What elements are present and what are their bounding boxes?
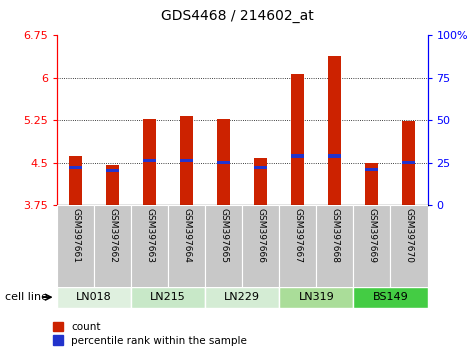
- Bar: [205, 205, 242, 289]
- Text: GSM397664: GSM397664: [182, 208, 191, 263]
- Bar: [353, 205, 390, 289]
- Bar: [69, 156, 82, 205]
- Bar: [402, 161, 416, 164]
- Bar: [57, 205, 94, 289]
- Bar: [180, 116, 193, 205]
- Text: BS149: BS149: [372, 292, 408, 302]
- Text: GSM397667: GSM397667: [294, 208, 302, 263]
- Bar: [168, 205, 205, 289]
- Bar: [291, 154, 304, 158]
- Text: cell line: cell line: [5, 292, 48, 302]
- Text: LN215: LN215: [150, 292, 186, 302]
- Bar: [57, 287, 131, 308]
- Bar: [254, 158, 267, 205]
- Text: LN319: LN319: [298, 292, 334, 302]
- Bar: [131, 287, 205, 308]
- Text: GDS4468 / 214602_at: GDS4468 / 214602_at: [161, 9, 314, 23]
- Bar: [390, 205, 428, 289]
- Bar: [353, 287, 428, 308]
- Text: GSM397662: GSM397662: [108, 208, 117, 263]
- Text: GSM397669: GSM397669: [368, 208, 376, 263]
- Text: GSM397668: GSM397668: [331, 208, 339, 263]
- Bar: [217, 119, 230, 205]
- Bar: [328, 154, 342, 158]
- Bar: [328, 56, 342, 205]
- Bar: [365, 167, 379, 171]
- Bar: [254, 166, 267, 169]
- Bar: [131, 205, 168, 289]
- Bar: [180, 159, 193, 162]
- Bar: [279, 287, 353, 308]
- Bar: [365, 163, 379, 205]
- Legend: count, percentile rank within the sample: count, percentile rank within the sample: [53, 322, 247, 346]
- Bar: [143, 119, 156, 205]
- Bar: [106, 165, 119, 205]
- Bar: [291, 74, 304, 205]
- Text: GSM397666: GSM397666: [256, 208, 265, 263]
- Text: LN229: LN229: [224, 292, 260, 302]
- Bar: [217, 161, 230, 164]
- Bar: [106, 169, 119, 172]
- Text: GSM397663: GSM397663: [145, 208, 154, 263]
- Text: LN018: LN018: [76, 292, 112, 302]
- Text: GSM397661: GSM397661: [71, 208, 80, 263]
- Bar: [143, 159, 156, 162]
- Bar: [279, 205, 316, 289]
- Bar: [94, 205, 131, 289]
- Text: GSM397665: GSM397665: [219, 208, 228, 263]
- Bar: [69, 166, 82, 169]
- Bar: [205, 287, 279, 308]
- Bar: [242, 205, 279, 289]
- Bar: [316, 205, 353, 289]
- Bar: [402, 121, 416, 205]
- Text: GSM397670: GSM397670: [405, 208, 413, 263]
